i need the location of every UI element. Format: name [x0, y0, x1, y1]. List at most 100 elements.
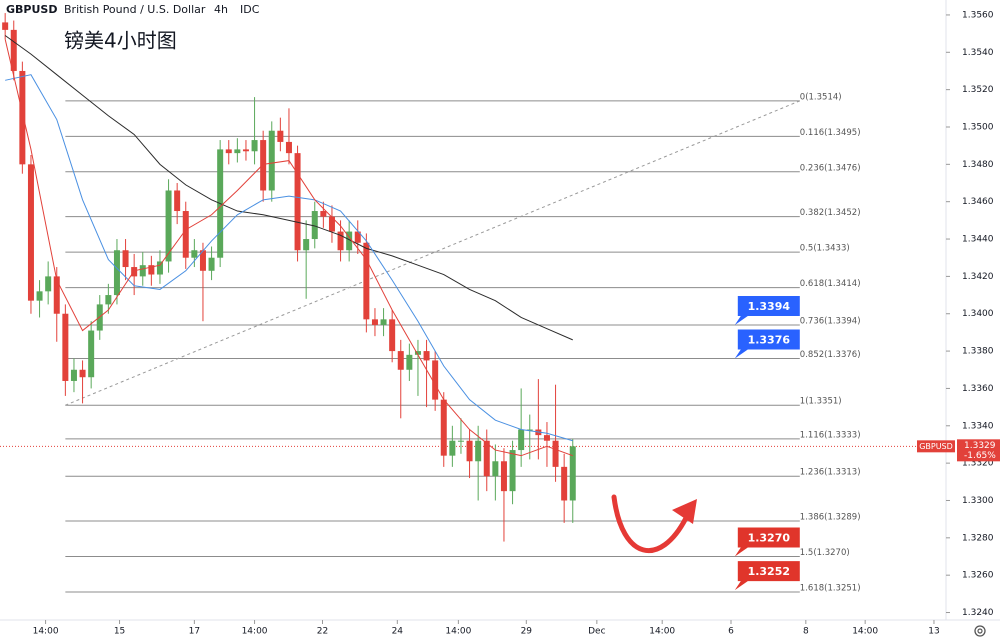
candle-body [432, 360, 439, 400]
candle-body [440, 399, 447, 456]
x-tick-label: 14:00 [33, 627, 59, 637]
candle-body [509, 450, 516, 492]
price-box [734, 295, 800, 325]
y-tick-label: 1.3360 [962, 384, 994, 394]
price-box-label: 1.3270 [748, 532, 791, 545]
plot-area: 0(1.3514) 0.116(1.3495) 0.236(1.3476) 0.382… [0, 13, 946, 593]
candle-body [62, 313, 69, 381]
candle-body [277, 130, 284, 142]
x-tick-label: 14:00 [242, 627, 268, 637]
y-tick-label: 1.3480 [962, 160, 994, 170]
trend-arrowhead [672, 499, 697, 524]
candle-body [199, 250, 206, 271]
x-tick-label: 14:00 [852, 627, 878, 637]
candle-body [294, 153, 301, 251]
fib-label: 0.5(1.3433) [800, 244, 850, 254]
candle-body [526, 429, 533, 431]
last-price-label: 1.3329 [964, 441, 996, 451]
x-tick-label: 24 [392, 627, 404, 637]
candle-body [552, 440, 559, 467]
x-tick-label: 14:00 [445, 627, 471, 637]
candle-body [328, 216, 335, 232]
price-box [734, 561, 800, 591]
candle-body [380, 319, 387, 325]
moving-average [4, 35, 573, 341]
candle-body [389, 319, 396, 352]
symbol: GBPUSD [6, 3, 57, 16]
candle-body [449, 440, 456, 456]
candle-body [371, 319, 378, 325]
description: British Pound / U.S. Dollar [64, 3, 206, 16]
candle-body [354, 231, 361, 243]
source: IDC [240, 3, 260, 16]
candle-body [475, 440, 482, 462]
candle-body [88, 330, 95, 378]
candle-body [53, 276, 60, 314]
y-tick-label: 1.3460 [962, 197, 994, 207]
candle-body [406, 354, 413, 370]
candle-body [466, 440, 473, 462]
symbol-tag-label: GBPUSD [919, 442, 953, 451]
fib-label: 0.618(1.3414) [800, 279, 861, 289]
settings-gear-center[interactable] [977, 628, 983, 634]
price-box-label: 1.3376 [748, 334, 791, 347]
settings-icon[interactable] [974, 625, 986, 637]
price-box-label: 1.3252 [748, 565, 790, 578]
candle-body [131, 267, 138, 277]
candle-body [2, 22, 9, 30]
candle-body [268, 130, 275, 191]
fib-label: 0.736(1.3394) [800, 316, 861, 326]
y-tick-label: 1.3340 [962, 421, 994, 431]
fib-label: 1.116(1.3333) [800, 430, 861, 440]
candle-body [303, 239, 310, 251]
x-tick-label: 8 [803, 627, 809, 637]
moving-average [5, 74, 573, 442]
candle-body [113, 250, 120, 296]
settings-gear[interactable] [974, 625, 986, 637]
candle-body [79, 369, 86, 378]
y-tick-label: 1.3300 [962, 496, 994, 506]
fib-label: 1.386(1.3289) [800, 513, 861, 523]
trend-arrow [611, 494, 689, 553]
candle-body [70, 369, 77, 381]
fib-label: 1(1.3351) [800, 397, 842, 407]
candle-body [483, 440, 490, 477]
candle-body [234, 149, 241, 154]
candle-body [182, 211, 189, 258]
fib-label: 0.116(1.3495) [800, 128, 861, 138]
candle-body [251, 140, 258, 152]
candle-body [492, 461, 499, 477]
last-price-tag [957, 439, 1000, 462]
y-tick-label: 1.3240 [962, 608, 994, 618]
candle-body [561, 466, 568, 501]
x-tick-label: 6 [728, 627, 734, 637]
fib-label: 1.5(1.3270) [800, 548, 850, 558]
price-box [734, 527, 800, 557]
candle-body [285, 141, 292, 154]
y-tick-label: 1.3400 [962, 309, 994, 319]
candle-body [225, 149, 232, 154]
x-tick-label: Dec [588, 627, 605, 637]
candle-body [139, 265, 146, 277]
candle-body [397, 351, 404, 370]
chart-title: 镑美4小时图 [64, 29, 177, 53]
x-tick-label: 13 [928, 627, 939, 637]
fib-label: 0.236(1.3476) [800, 163, 861, 173]
candle-body [457, 440, 464, 442]
candle-body [260, 140, 267, 191]
fib-label: 1.618(1.3251) [800, 583, 861, 593]
price-box [734, 329, 800, 359]
candle-body [242, 149, 249, 152]
fib-label: 0.382(1.3452) [800, 208, 861, 218]
x-tick-label: 14:00 [649, 627, 675, 637]
trendline [65, 100, 800, 406]
candle-body [500, 461, 507, 492]
fib-label: 1.236(1.3313) [800, 468, 861, 478]
x-tick-label: 17 [189, 627, 200, 637]
candle-body [36, 291, 43, 301]
interval: 4h [214, 3, 228, 16]
y-tick-label: 1.3260 [962, 571, 994, 581]
y-tick-label: 1.3540 [962, 48, 994, 58]
y-tick-label: 1.3320 [962, 459, 994, 469]
